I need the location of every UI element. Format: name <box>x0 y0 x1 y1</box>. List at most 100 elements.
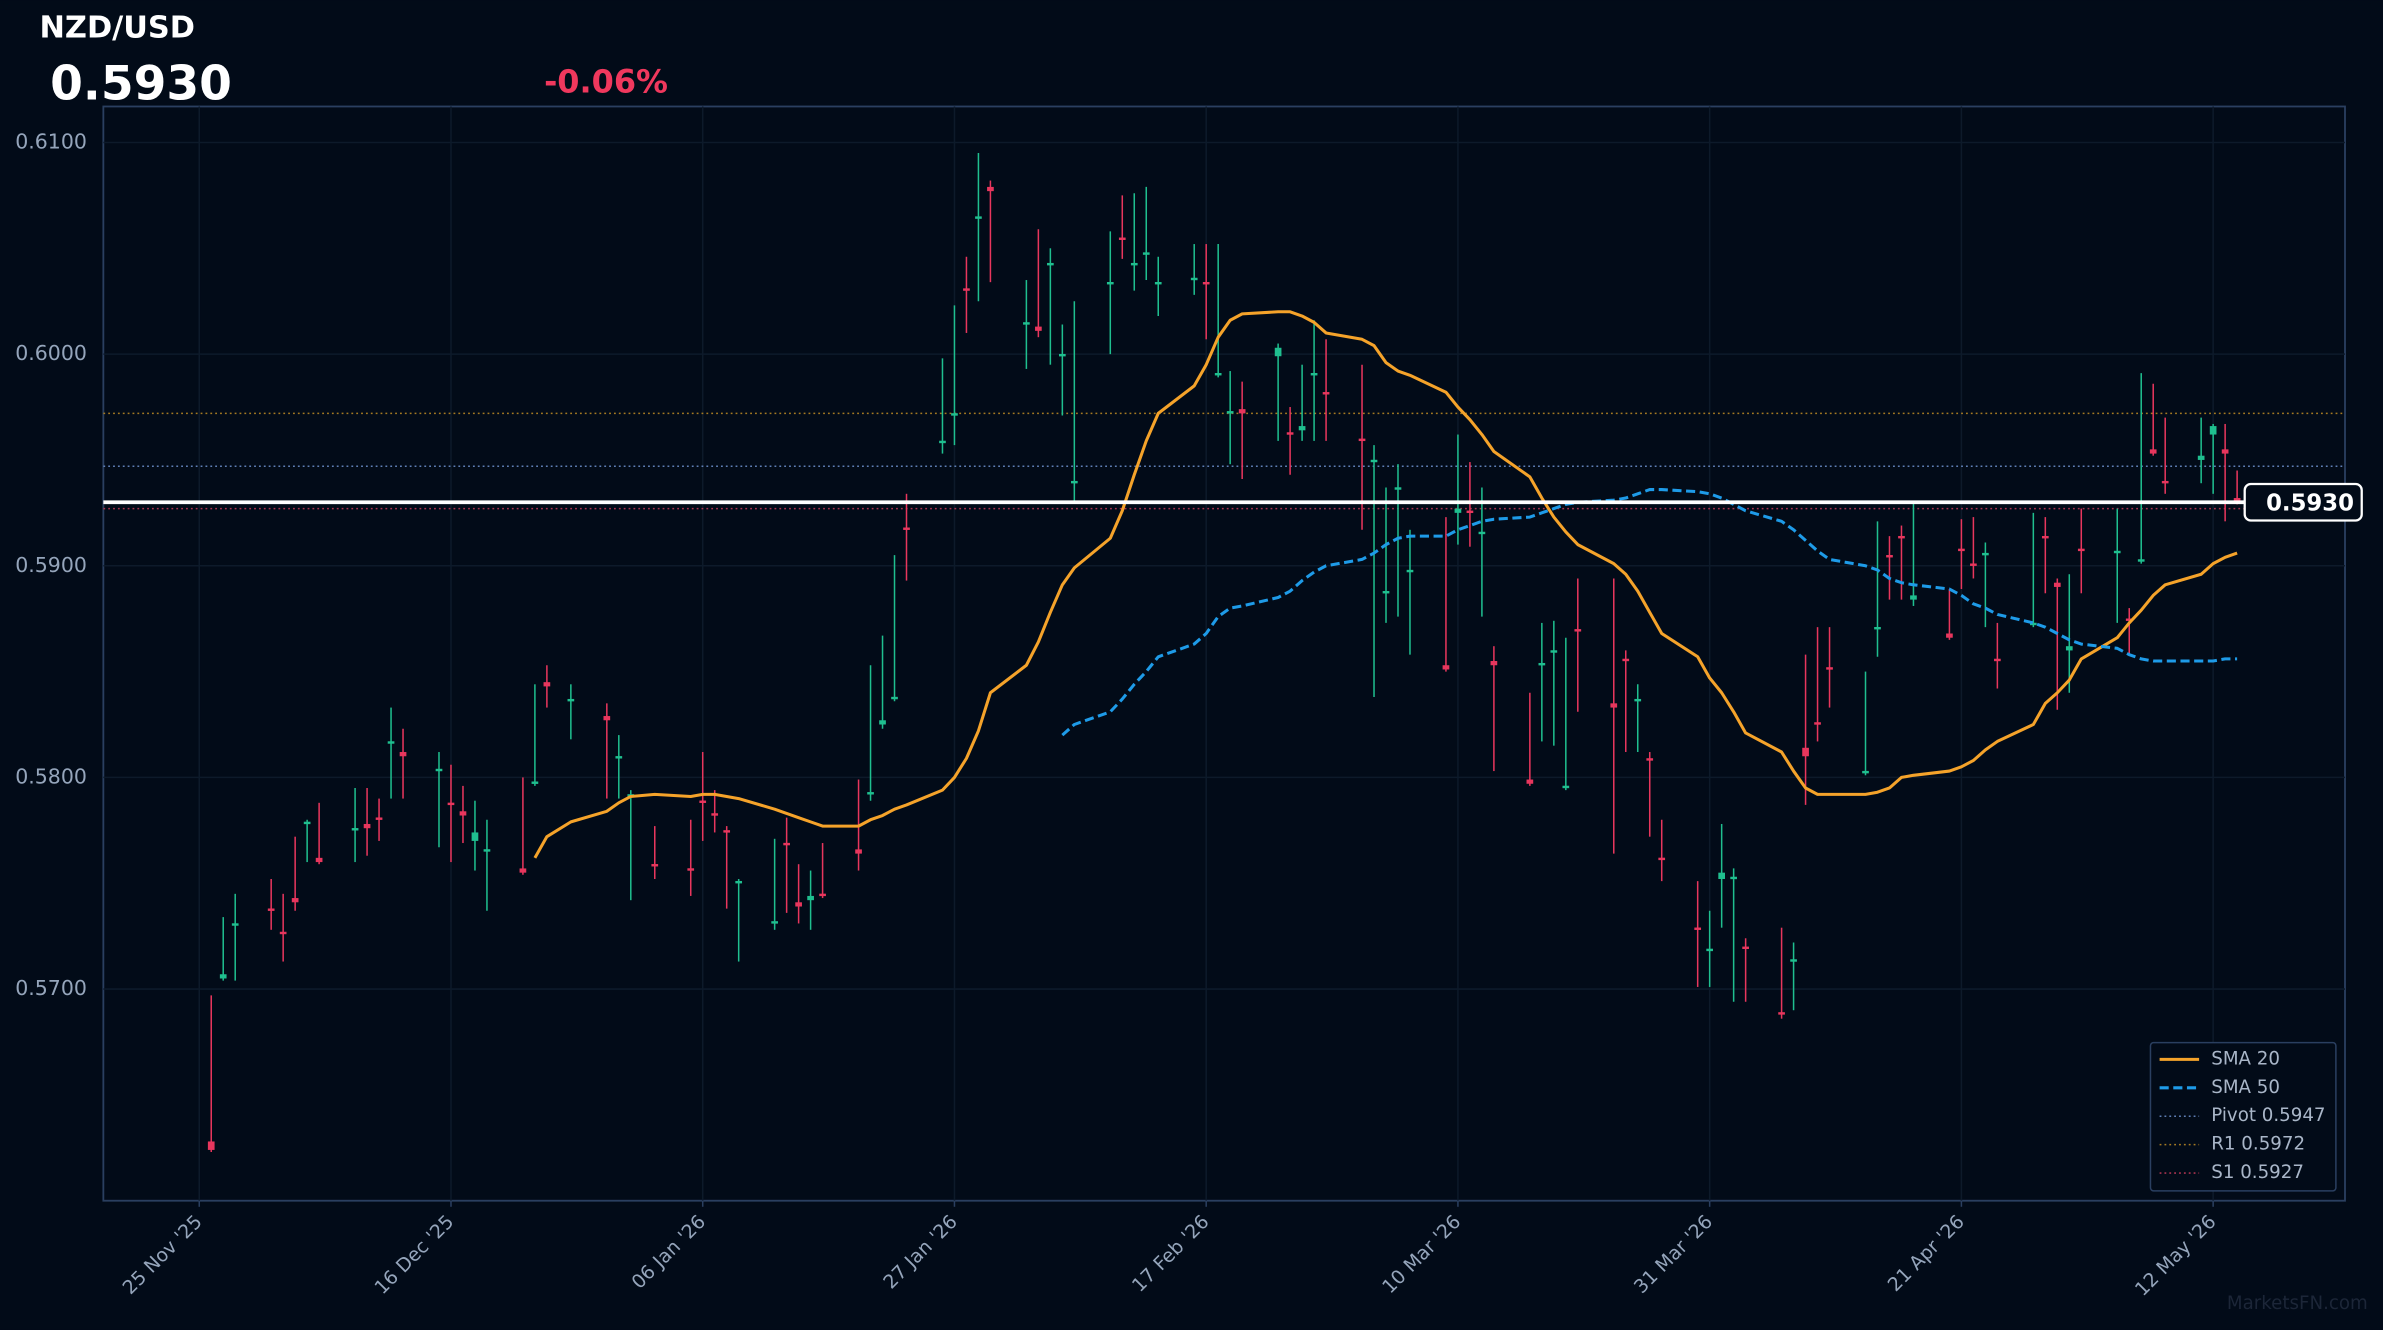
candle-body <box>303 821 311 825</box>
legend-label: R1 0.5972 <box>2211 1134 2305 1155</box>
candle-body <box>447 802 455 806</box>
candle-body <box>855 849 862 854</box>
candle-body <box>903 527 910 530</box>
candle-body <box>987 186 994 192</box>
candle-body <box>375 817 383 820</box>
candle-body <box>1202 281 1210 285</box>
candle-body <box>735 880 743 884</box>
candle-body <box>2233 498 2241 503</box>
candle-body <box>363 823 371 829</box>
candle-body <box>231 923 239 926</box>
candle-body <box>1035 326 1042 331</box>
candle-body <box>1214 373 1222 376</box>
chart-title: NZD/USD <box>40 10 196 45</box>
candle-body <box>1310 373 1318 376</box>
candle-body <box>2137 559 2145 562</box>
legend-label: SMA 50 <box>2211 1077 2280 1098</box>
sma-line <box>533 310 2238 859</box>
candle-body <box>1802 747 1809 757</box>
candle-body <box>1814 722 1821 725</box>
y-tick-label: 0.5900 <box>15 553 87 577</box>
candle-body <box>1286 432 1294 435</box>
candle-body <box>1406 569 1414 573</box>
candle-body <box>1454 508 1462 513</box>
candle-body <box>519 868 527 873</box>
legend-label: S1 0.5927 <box>2211 1162 2304 1183</box>
candle-body <box>1958 548 1965 552</box>
candle-body <box>1946 633 1953 638</box>
candle-body <box>615 756 623 759</box>
candle-body <box>1059 353 1066 357</box>
candle-body <box>1358 438 1366 442</box>
candle-body <box>1862 770 1869 774</box>
candle-body <box>207 1141 215 1150</box>
candle-body <box>291 898 299 903</box>
candle-body <box>1622 658 1630 662</box>
candle-body <box>2077 548 2085 552</box>
candle-body <box>1874 626 1881 630</box>
candle-body <box>2041 535 2049 539</box>
candle-body <box>1550 650 1558 653</box>
candle-body <box>1634 698 1642 702</box>
candle-body <box>1526 779 1534 784</box>
candle-body <box>951 413 958 416</box>
candle-body <box>351 828 359 831</box>
candle-body <box>1982 552 1989 556</box>
candle-body <box>795 902 802 907</box>
candle-body <box>315 857 323 863</box>
candle-body <box>1706 948 1714 952</box>
y-tick-label: 0.5700 <box>15 976 87 1000</box>
candle-body <box>1826 667 1833 670</box>
candle-body <box>819 893 826 897</box>
y-tick-label: 0.6100 <box>15 129 87 153</box>
candle-body <box>699 800 707 803</box>
candle-body <box>1106 281 1114 285</box>
candle-body <box>1154 281 1162 285</box>
candle-body <box>963 288 970 291</box>
candle-body <box>267 908 275 911</box>
candle-body <box>1070 480 1078 484</box>
candle-body <box>1898 535 1905 539</box>
candle-body <box>219 974 227 979</box>
y-tick-label: 0.5800 <box>15 764 87 788</box>
price-tag <box>2243 482 2363 522</box>
candle-body <box>1274 347 1282 357</box>
candle-body <box>2149 449 2157 454</box>
candle-body <box>1730 876 1737 880</box>
legend-box <box>2149 1041 2337 1192</box>
candle-body <box>1490 661 1498 666</box>
candle-body <box>543 682 551 687</box>
candle-body <box>2113 550 2121 554</box>
candle-body <box>1382 591 1390 594</box>
sma-line <box>1061 488 2238 737</box>
candle-body <box>1466 510 1474 514</box>
candle-body <box>531 781 539 784</box>
candle-body <box>1790 959 1797 962</box>
candle-body <box>651 864 659 867</box>
y-tick-label: 0.6000 <box>15 341 87 365</box>
candle-body <box>1970 563 1977 566</box>
legend-label: Pivot 0.5947 <box>2211 1105 2325 1126</box>
candle-body <box>2197 455 2205 460</box>
candle-body <box>1130 262 1138 266</box>
candle-body <box>1778 1012 1785 1015</box>
candle-body <box>1023 322 1030 325</box>
candle-body <box>1562 785 1570 789</box>
candle-body <box>459 811 467 816</box>
candle-body <box>603 716 611 721</box>
candle-body <box>1694 927 1702 930</box>
candle-body <box>1118 237 1126 240</box>
candle-body <box>2221 449 2229 454</box>
candle-body <box>471 832 479 841</box>
plot-frame <box>102 105 2346 1202</box>
candle-body <box>1370 459 1378 463</box>
candle-body <box>711 813 719 816</box>
candle-body <box>387 741 395 744</box>
candle-body <box>1226 411 1234 414</box>
candle-body <box>483 849 491 852</box>
price-tag-label: 0.5930 <box>2266 490 2354 516</box>
watermark: MarketsFN.com <box>2227 1293 2368 1314</box>
candle-body <box>879 720 886 725</box>
